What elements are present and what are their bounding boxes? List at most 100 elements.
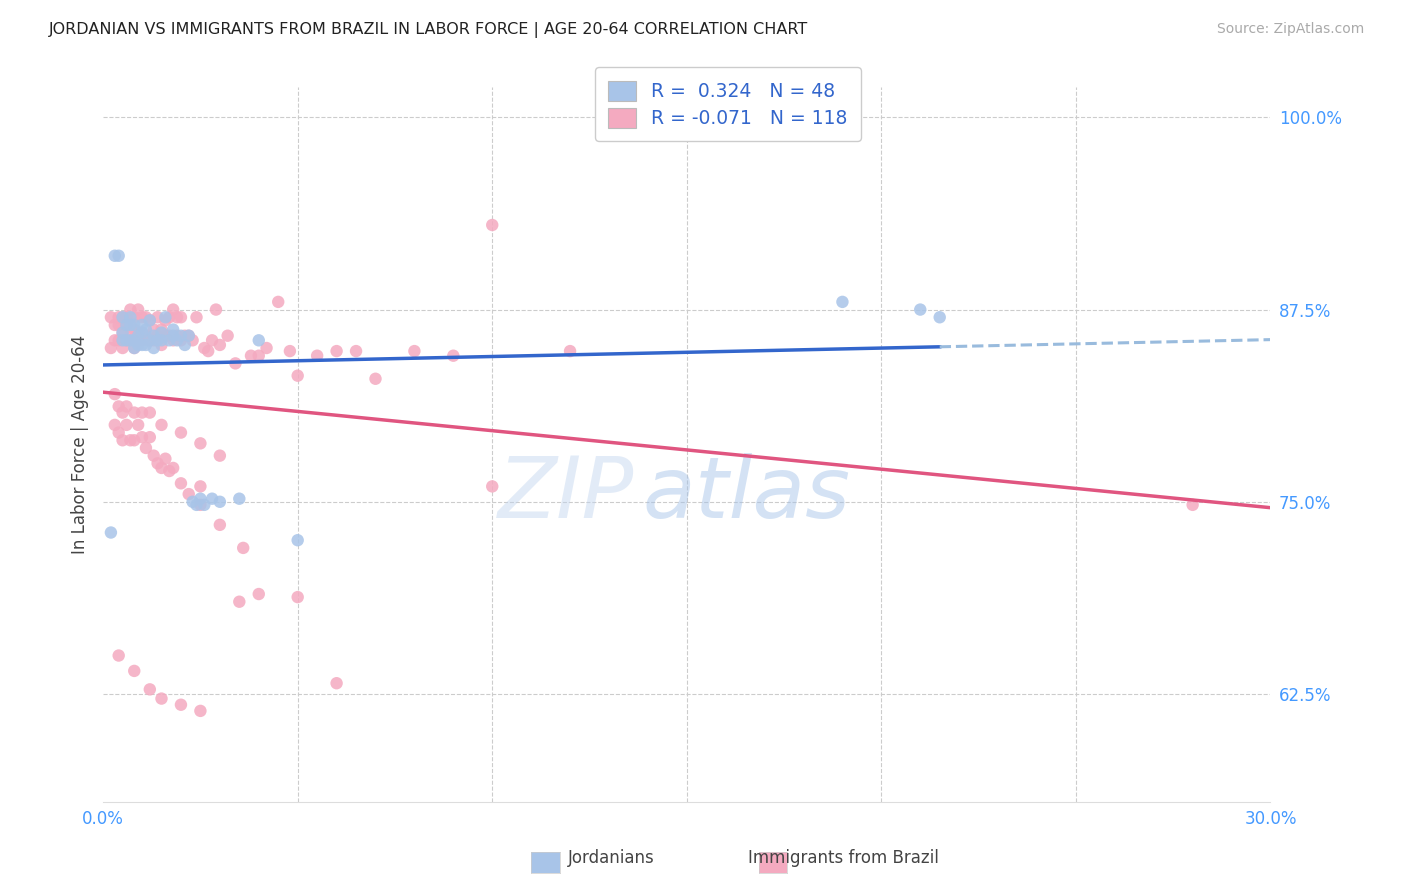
Point xyxy=(139,334,162,348)
Point xyxy=(162,328,184,343)
Point xyxy=(404,344,426,359)
Point xyxy=(122,322,145,336)
Point xyxy=(142,341,165,355)
Point xyxy=(115,318,138,332)
Point xyxy=(111,434,134,448)
Point xyxy=(107,425,129,440)
Point xyxy=(208,449,231,463)
Point xyxy=(104,318,127,332)
Point xyxy=(120,302,142,317)
Point xyxy=(170,310,193,325)
Point xyxy=(287,533,309,548)
Point xyxy=(107,318,129,332)
Point xyxy=(107,310,129,325)
Point xyxy=(181,334,204,348)
Text: JORDANIAN VS IMMIGRANTS FROM BRAZIL IN LABOR FORCE | AGE 20-64 CORRELATION CHART: JORDANIAN VS IMMIGRANTS FROM BRAZIL IN L… xyxy=(49,22,808,38)
Point xyxy=(201,334,224,348)
Point xyxy=(107,400,129,414)
Point xyxy=(197,344,219,359)
Point xyxy=(190,498,212,512)
Point xyxy=(1181,498,1204,512)
Point xyxy=(157,328,180,343)
Point xyxy=(115,417,138,432)
Point xyxy=(122,664,145,678)
Point xyxy=(228,595,250,609)
Point xyxy=(146,310,169,325)
Point xyxy=(170,698,193,712)
Point xyxy=(131,326,153,340)
Point xyxy=(139,682,162,697)
Point xyxy=(135,310,157,325)
Point xyxy=(122,310,145,325)
Point xyxy=(558,344,581,359)
Point xyxy=(107,648,129,663)
Point xyxy=(146,328,169,343)
Y-axis label: In Labor Force | Age 20-64: In Labor Force | Age 20-64 xyxy=(72,334,89,554)
Point xyxy=(122,406,145,420)
Point xyxy=(481,218,503,232)
Point xyxy=(122,334,145,348)
Point xyxy=(325,676,347,690)
Point xyxy=(120,434,142,448)
Point xyxy=(104,249,127,263)
Point xyxy=(120,310,142,325)
Point xyxy=(267,294,290,309)
Point xyxy=(131,430,153,444)
Point xyxy=(111,310,134,325)
Point xyxy=(186,310,208,325)
Point xyxy=(201,491,224,506)
Point xyxy=(173,338,195,352)
Point xyxy=(287,590,309,604)
Point xyxy=(155,313,177,327)
Point xyxy=(190,436,212,450)
Point xyxy=(100,525,122,540)
Point xyxy=(135,441,157,455)
Point xyxy=(228,491,250,506)
Point xyxy=(155,451,177,466)
Point xyxy=(150,417,173,432)
Legend: R =  0.324   N = 48, R = -0.071   N = 118: R = 0.324 N = 48, R = -0.071 N = 118 xyxy=(595,68,860,141)
Point xyxy=(162,302,184,317)
Point xyxy=(122,318,145,332)
Point xyxy=(100,341,122,355)
Point xyxy=(104,334,127,348)
Text: atlas: atlas xyxy=(643,452,851,536)
Point xyxy=(177,328,200,343)
Point xyxy=(111,341,134,355)
Point xyxy=(111,310,134,325)
Point xyxy=(170,328,193,343)
Point xyxy=(107,249,129,263)
Point xyxy=(131,310,153,325)
Point xyxy=(139,313,162,327)
Point xyxy=(831,294,853,309)
Point xyxy=(910,302,932,317)
Point xyxy=(139,334,162,348)
Point xyxy=(122,341,145,355)
Point xyxy=(224,356,246,370)
Point xyxy=(107,334,129,348)
Point xyxy=(139,406,162,420)
Point xyxy=(115,310,138,325)
Point xyxy=(120,334,142,348)
Point xyxy=(190,479,212,493)
Point xyxy=(115,318,138,332)
Point xyxy=(256,341,278,355)
Point xyxy=(177,328,200,343)
Text: Immigrants from Brazil: Immigrants from Brazil xyxy=(748,849,939,867)
Point xyxy=(142,322,165,336)
Point xyxy=(481,479,503,493)
Point xyxy=(170,425,193,440)
Point xyxy=(142,449,165,463)
Point xyxy=(190,491,212,506)
Point xyxy=(150,461,173,475)
Point xyxy=(247,587,270,601)
Point xyxy=(208,517,231,532)
Point xyxy=(135,338,157,352)
Point xyxy=(162,334,184,348)
Point xyxy=(115,334,138,348)
Point xyxy=(150,338,173,352)
Point xyxy=(131,338,153,352)
Point xyxy=(307,349,329,363)
Point xyxy=(193,498,215,512)
Point xyxy=(135,328,157,343)
